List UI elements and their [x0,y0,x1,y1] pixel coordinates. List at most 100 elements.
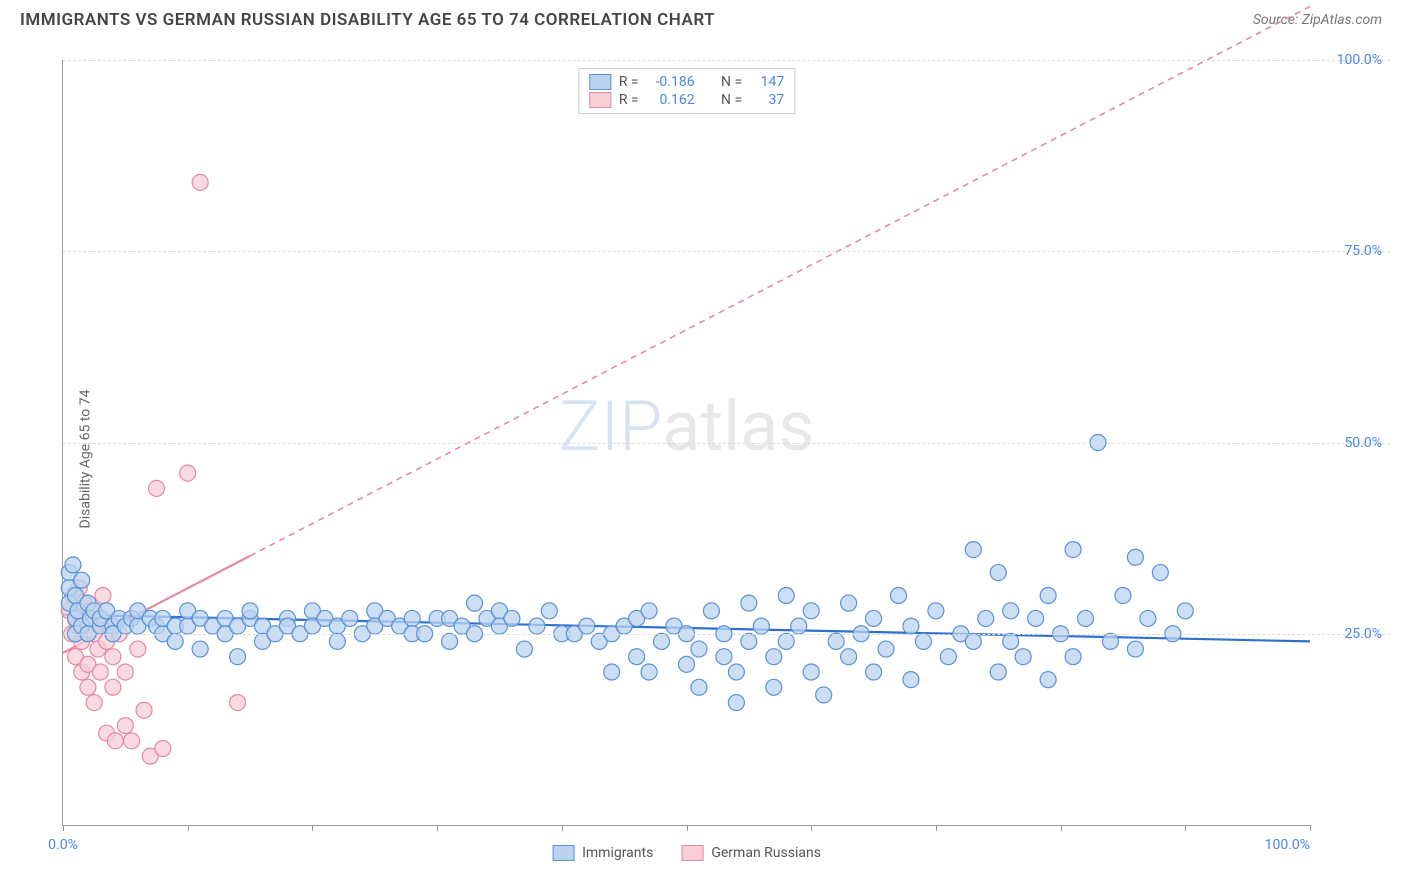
data-point [80,679,96,695]
gridline [63,443,1390,444]
data-point [716,649,732,665]
y-tick-label: 75.0% [1344,243,1382,259]
data-point [1115,588,1131,604]
x-tick [811,825,812,831]
x-tick [63,825,64,831]
x-tick [188,825,189,831]
n-value: 147 [750,74,784,90]
data-point [1127,641,1143,657]
data-point [516,641,532,657]
data-point [329,633,345,649]
data-point [990,664,1006,680]
x-tick [437,825,438,831]
legend-swatch [552,845,574,861]
data-point [1065,542,1081,558]
data-point [1003,603,1019,619]
n-value: 37 [750,92,784,108]
data-point [1040,672,1056,688]
data-point [965,542,981,558]
data-point [105,649,121,665]
data-point [741,633,757,649]
data-point [928,603,944,619]
data-point [117,718,133,734]
data-point [641,664,657,680]
x-tick [312,825,313,831]
data-point [1015,649,1031,665]
data-point [1028,610,1044,626]
legend-swatch [681,845,703,861]
x-tick-label: 100.0% [1265,837,1310,853]
data-point [841,595,857,611]
y-tick-label: 25.0% [1344,626,1382,642]
data-point [1078,610,1094,626]
data-point [691,641,707,657]
data-point [629,649,645,665]
data-point [978,610,994,626]
x-tick [687,825,688,831]
data-point [940,649,956,665]
data-point [965,633,981,649]
data-point [86,695,102,711]
data-point [579,618,595,634]
data-point [442,633,458,649]
correlation-legend-row: R =0.162 N =37 [589,91,784,109]
data-point [816,687,832,703]
data-point [404,610,420,626]
data-point [124,733,140,749]
data-point [1065,649,1081,665]
data-point [192,174,208,190]
data-point [890,588,906,604]
data-point [1140,610,1156,626]
data-point [841,649,857,665]
series-legend: Immigrants German Russians [552,845,821,861]
r-value: -0.186 [647,74,695,90]
data-point [866,664,882,680]
data-point [866,610,882,626]
data-point [107,733,123,749]
data-point [641,603,657,619]
gridline [63,634,1390,635]
x-tick [562,825,563,831]
y-tick-label: 50.0% [1344,435,1382,451]
series-legend-item: Immigrants [552,845,653,861]
legend-swatch [589,74,611,90]
data-point [778,633,794,649]
data-point [766,649,782,665]
data-point [136,702,152,718]
data-point [915,633,931,649]
data-point [117,664,133,680]
gridline [63,60,1390,61]
data-point [167,633,183,649]
data-point [541,603,557,619]
chart-plot-area: ZIPatlas R =-0.186 N =147R =0.162 N =37 … [62,60,1310,826]
data-point [903,618,919,634]
data-point [180,465,196,481]
x-tick [1310,825,1311,831]
data-point [803,664,819,680]
series-legend-item: German Russians [681,845,821,861]
data-point [791,618,807,634]
data-point [92,664,108,680]
data-point [95,588,111,604]
r-value: 0.162 [647,92,695,108]
data-point [828,633,844,649]
correlation-legend: R =-0.186 N =147R =0.162 N =37 [578,68,795,114]
data-point [1127,549,1143,565]
chart-source: Source: ZipAtlas.com [1253,12,1382,28]
data-point [192,641,208,657]
correlation-legend-row: R =-0.186 N =147 [589,73,784,91]
data-point [74,572,90,588]
data-point [529,618,545,634]
data-point [803,603,819,619]
data-point [990,565,1006,581]
data-point [467,595,483,611]
data-point [728,695,744,711]
data-point [654,633,670,649]
chart-title: IMMIGRANTS VS GERMAN RUSSIAN DISABILITY … [20,10,715,30]
data-point [65,557,81,573]
data-point [1152,565,1168,581]
data-point [778,588,794,604]
y-tick-label: 100.0% [1337,52,1382,68]
x-tick-label: 0.0% [48,837,78,853]
data-point [1177,603,1193,619]
